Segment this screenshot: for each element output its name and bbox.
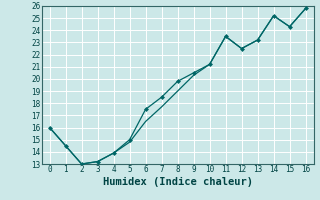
X-axis label: Humidex (Indice chaleur): Humidex (Indice chaleur) (103, 177, 252, 187)
